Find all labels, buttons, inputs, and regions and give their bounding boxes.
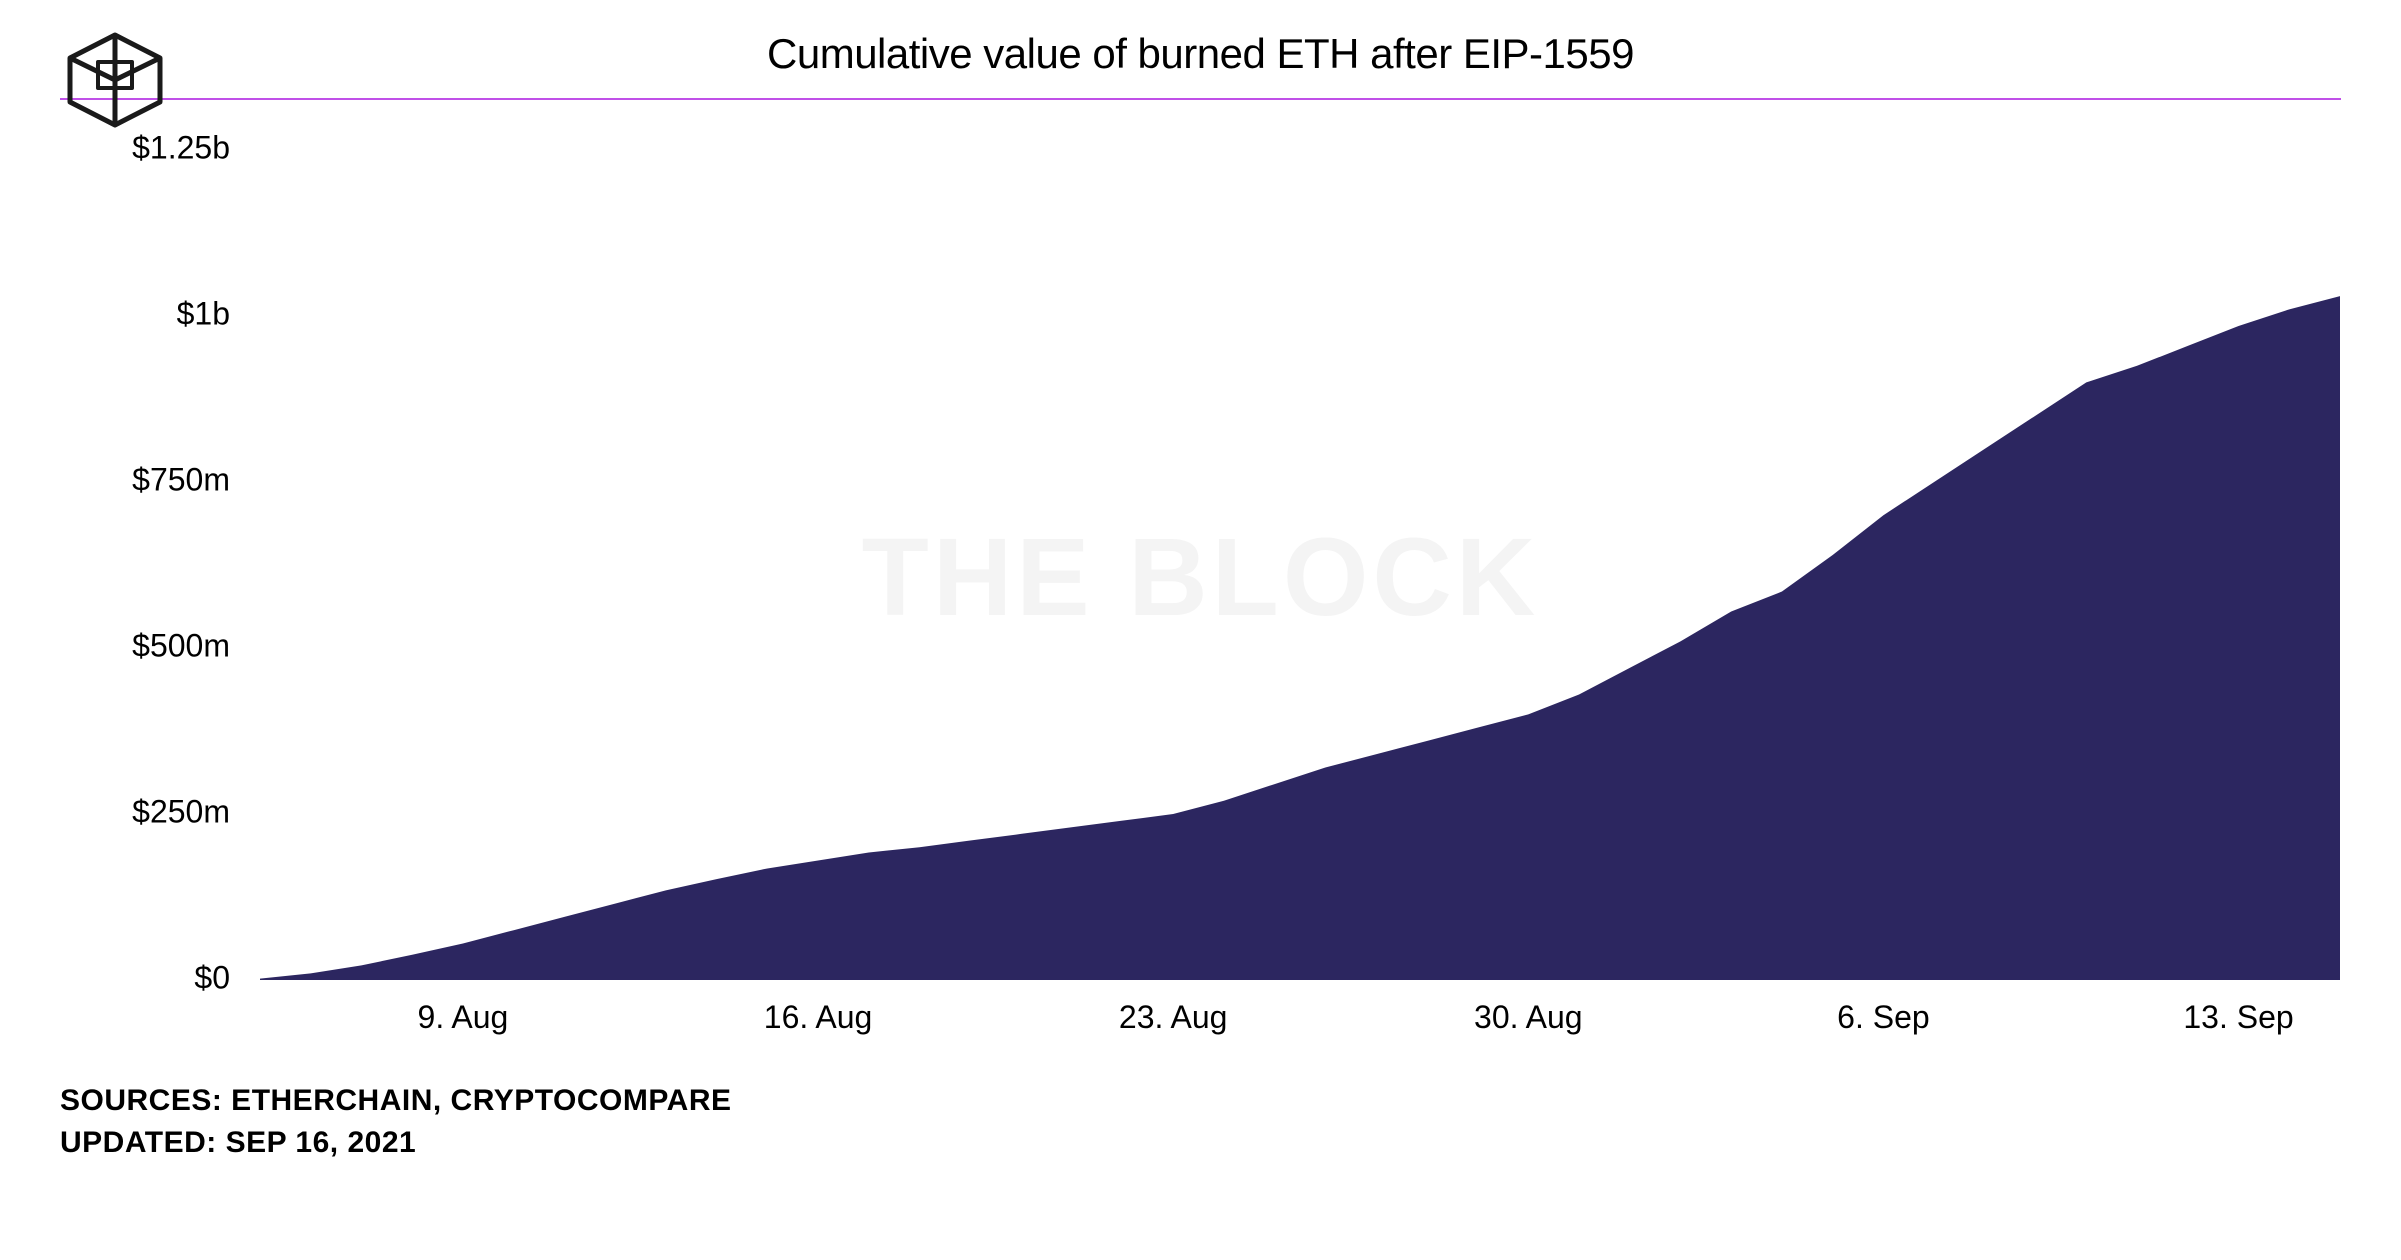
header-divider xyxy=(60,98,2341,100)
x-tick-label: 13. Sep xyxy=(2183,999,2293,1035)
chart-footer: SOURCES: ETHERCHAIN, CRYPTOCOMPARE UPDAT… xyxy=(0,1070,2401,1174)
y-tick-label: $1.25b xyxy=(132,130,230,165)
x-tick-label: 30. Aug xyxy=(1474,999,1583,1035)
chart-header: Cumulative value of burned ETH after EIP… xyxy=(0,0,2401,98)
x-tick-label: 6. Sep xyxy=(1837,999,1930,1035)
y-tick-label: $250m xyxy=(132,793,230,829)
chart-title: Cumulative value of burned ETH after EIP… xyxy=(60,30,2341,78)
x-tick-label: 16. Aug xyxy=(764,999,873,1035)
x-tick-label: 23. Aug xyxy=(1119,999,1228,1035)
area-chart-svg: $0 $250m $500m $750m $1b $1.25b 9. Aug 16. Aug… xyxy=(60,130,2341,1050)
y-tick-label: $0 xyxy=(194,959,230,995)
sources-text: SOURCES: ETHERCHAIN, CRYPTOCOMPARE xyxy=(60,1080,2341,1122)
x-tick-label: 9. Aug xyxy=(418,999,509,1035)
chart-area: THE BLOCK $0$250m$500m$750m$1b$1.25b 9. … xyxy=(60,130,2341,1050)
logo-icon xyxy=(60,30,170,135)
y-tick-label: $500m xyxy=(132,627,230,663)
y-tick-label: $1b xyxy=(177,295,230,331)
y-tick-label: $750m xyxy=(132,461,230,497)
updated-text: UPDATED: SEP 16, 2021 xyxy=(60,1122,2341,1164)
